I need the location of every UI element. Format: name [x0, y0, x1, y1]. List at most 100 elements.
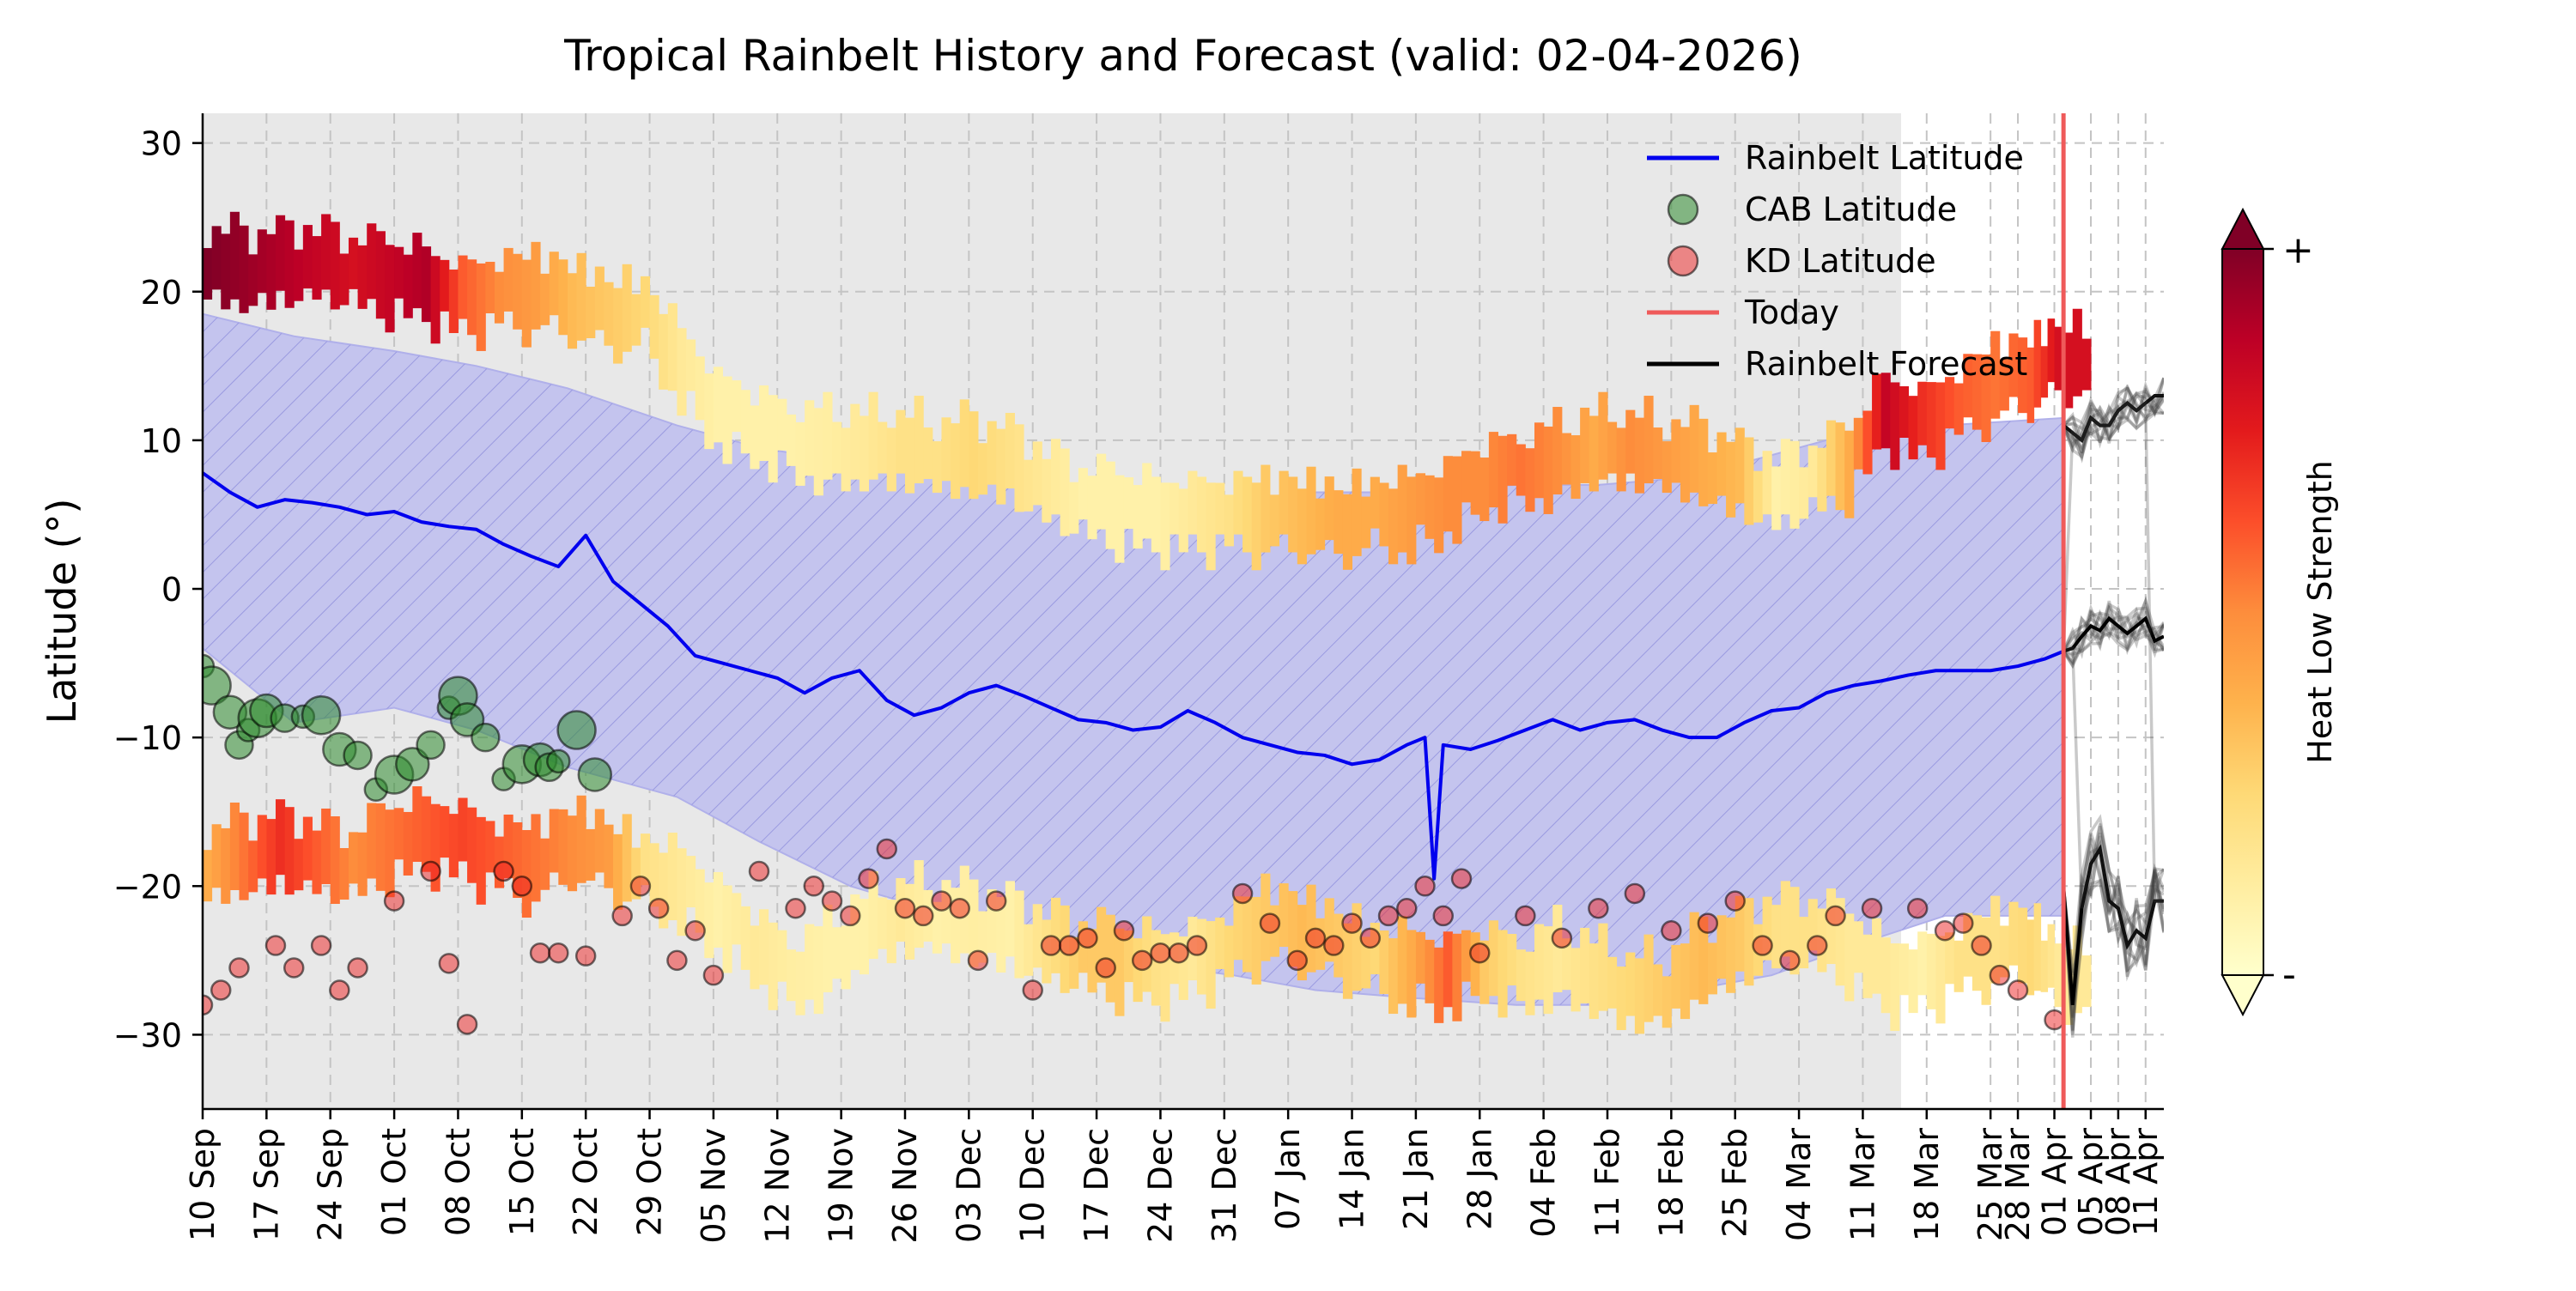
heat-low-cell-north — [367, 223, 377, 300]
heat-low-cell-south — [1625, 952, 1636, 1016]
heat-low-cell-north — [1872, 373, 1882, 450]
heat-low-cell-south — [740, 906, 750, 970]
forecast-south-line — [2062, 844, 2164, 1005]
kd-point — [1934, 919, 1956, 942]
kd-point — [2044, 1009, 2065, 1031]
heat-low-cell-north — [1488, 432, 1499, 508]
x-tick-label: 11 Feb — [1589, 1128, 1626, 1238]
heat-low-cell-north — [1215, 482, 1225, 535]
heat-low-cell-south — [1461, 930, 1472, 982]
heat-low-cell-south — [275, 799, 286, 876]
legend-label: Rainbelt Forecast — [1745, 345, 2027, 383]
y-tick-label: 20 — [141, 274, 182, 312]
kd-point — [1971, 935, 1992, 956]
heat-low-cell-south — [886, 900, 896, 964]
heat-low-cell-north — [2063, 332, 2074, 409]
x-tick-label: 12 Nov — [758, 1128, 796, 1244]
heat-low-cell-south — [996, 897, 1006, 973]
forecast-ensemble-line — [2062, 384, 2164, 444]
heat-low-cell-north — [1479, 458, 1490, 522]
heat-low-cell-north — [2018, 337, 2028, 414]
heat-low-cell-south — [1716, 915, 1727, 979]
heat-low-cell-north — [1643, 396, 1654, 484]
heat-low-cell-north — [1379, 482, 1389, 547]
heat-low-cell-north — [613, 288, 623, 364]
heat-low-cell-north — [266, 233, 276, 310]
heat-low-cell-north — [859, 415, 869, 492]
heat-low-cell-south — [1799, 917, 1809, 969]
cab-point — [546, 749, 571, 774]
kd-point — [1807, 935, 1828, 956]
heat-low-cell-north — [640, 276, 651, 328]
kd-point — [647, 898, 670, 919]
heat-low-cell-south — [2008, 901, 2019, 966]
kd-point — [1396, 898, 1418, 919]
heat-low-cell-north — [1726, 441, 1736, 518]
heat-low-cell-south — [795, 951, 805, 1015]
kd-point — [1414, 876, 1436, 897]
x-tick-label: 01 Oct — [375, 1128, 413, 1236]
legend-label: Rainbelt Latitude — [1745, 139, 2024, 177]
x-tick-label: 21 Jan — [1397, 1128, 1435, 1230]
x-tick-label: 18 Feb — [1652, 1128, 1690, 1238]
kd-point — [1697, 912, 1719, 934]
kd-point — [228, 957, 250, 979]
heat-low-cell-south — [878, 897, 888, 949]
kd-point — [1304, 927, 1327, 949]
heat-low-cell-south — [1406, 930, 1417, 1018]
x-tick-label: 11 Mar — [1844, 1128, 1881, 1242]
heat-low-cell-south — [1726, 917, 1736, 993]
heat-low-cell-north — [759, 385, 769, 461]
x-tick-label: 19 Nov — [823, 1128, 860, 1244]
heat-low-cell-south — [312, 830, 322, 894]
y-tick-label: −30 — [113, 1016, 182, 1054]
x-tick-label: 10 Sep — [184, 1128, 222, 1241]
kd-point — [785, 898, 806, 919]
kd-point — [203, 994, 214, 1016]
heat-low-cell-south — [1616, 967, 1626, 1031]
x-tick-label: 08 Oct — [439, 1128, 477, 1236]
heat-low-cell-south — [440, 806, 450, 858]
heat-low-cell-south — [813, 926, 823, 1015]
kd-point — [876, 838, 897, 860]
kd-point — [821, 890, 843, 912]
heat-low-cell-south — [1452, 933, 1462, 1021]
heat-low-cell-south — [1297, 905, 1307, 981]
heat-low-cell-north — [886, 427, 896, 492]
heat-low-cell-north — [248, 254, 258, 306]
heat-low-cell-south — [1425, 939, 1435, 1003]
heat-low-cell-north — [1115, 475, 1125, 563]
heat-low-cell-north — [677, 328, 687, 416]
heat-low-cell-north — [951, 423, 961, 500]
heat-low-cell-north — [1963, 354, 1973, 418]
forecast-ensemble-line — [2062, 377, 2164, 462]
heat-low-cell-south — [1352, 903, 1362, 991]
heat-low-cell-south — [850, 894, 860, 970]
heat-low-cell-south — [211, 824, 222, 888]
heat-low-cell-south — [266, 819, 276, 895]
heat-low-cell-north — [732, 380, 742, 433]
kd-point — [1469, 942, 1491, 964]
heat-low-cell-south — [1361, 936, 1371, 989]
forecast-ensemble-line — [2063, 646, 2164, 950]
heat-low-cell-south — [667, 833, 677, 921]
heat-low-cell-south — [604, 824, 614, 888]
heat-low-cell-north — [969, 411, 979, 500]
kd-point — [684, 919, 706, 942]
heat-low-cell-south — [1032, 904, 1042, 968]
heat-low-cell-north — [375, 231, 386, 319]
heat-low-cell-north — [777, 398, 787, 451]
x-tick-label: 05 Nov — [695, 1128, 732, 1244]
heat-low-cell-south — [832, 927, 842, 979]
heat-low-cell-south — [859, 899, 869, 975]
kd-point — [702, 964, 725, 986]
heat-low-cell-south — [239, 812, 249, 900]
heat-low-cell-north — [1087, 476, 1097, 540]
heat-low-cell-north — [750, 405, 760, 470]
x-tick-label: 25 Feb — [1716, 1128, 1754, 1238]
heat-low-cell-south — [1789, 887, 1800, 975]
kd-point — [949, 898, 970, 919]
heat-low-cell-north — [1415, 473, 1426, 525]
